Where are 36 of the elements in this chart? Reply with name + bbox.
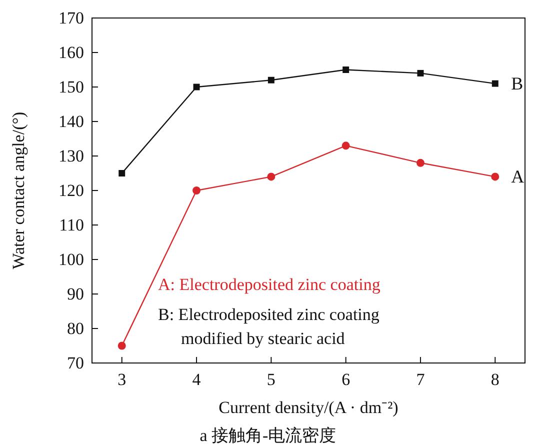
y-tick-label: 170 bbox=[58, 8, 84, 28]
annotation: A: Electrodeposited zinc coating bbox=[158, 275, 381, 294]
point bbox=[118, 342, 126, 350]
y-tick-label: 120 bbox=[58, 180, 84, 200]
x-tick-label: 8 bbox=[490, 370, 500, 390]
y-tick-label: 130 bbox=[58, 146, 84, 166]
point bbox=[342, 142, 350, 150]
x-tick-label: 6 bbox=[342, 370, 350, 390]
point bbox=[491, 172, 500, 181]
y-tick-label: 110 bbox=[59, 215, 84, 234]
x-tick-label: 5 bbox=[266, 370, 276, 390]
x-axis-title: Current density/(A · dm⁻²) bbox=[218, 398, 398, 417]
point bbox=[193, 84, 200, 90]
series-label: A bbox=[511, 166, 524, 187]
y-tick-label: 100 bbox=[58, 250, 84, 269]
y-tick-label: 160 bbox=[58, 42, 84, 62]
point bbox=[192, 186, 201, 194]
x-tick-label: 4 bbox=[192, 370, 202, 390]
point bbox=[267, 172, 276, 181]
point bbox=[342, 66, 350, 73]
text: a 接触角-电流密度 bbox=[200, 426, 336, 445]
point bbox=[118, 170, 126, 176]
y-tick-label: 80 bbox=[67, 318, 84, 338]
x-tick-label: 3 bbox=[118, 370, 126, 390]
point bbox=[416, 158, 424, 167]
point bbox=[417, 70, 424, 76]
series-label: B bbox=[511, 74, 524, 94]
x-tick-label: 7 bbox=[416, 370, 426, 390]
y-tick-label: 70 bbox=[67, 353, 84, 372]
annotation: B: Electrodeposited zinc coating modified by stearic acid bbox=[158, 305, 380, 348]
y-tick-label: 90 bbox=[67, 284, 84, 304]
y-axis-title: Water contact angle/(°) bbox=[9, 112, 28, 270]
point bbox=[268, 76, 274, 84]
y-tick-label: 150 bbox=[58, 77, 84, 96]
point bbox=[492, 80, 498, 87]
y-tick-label: 140 bbox=[58, 112, 84, 131]
